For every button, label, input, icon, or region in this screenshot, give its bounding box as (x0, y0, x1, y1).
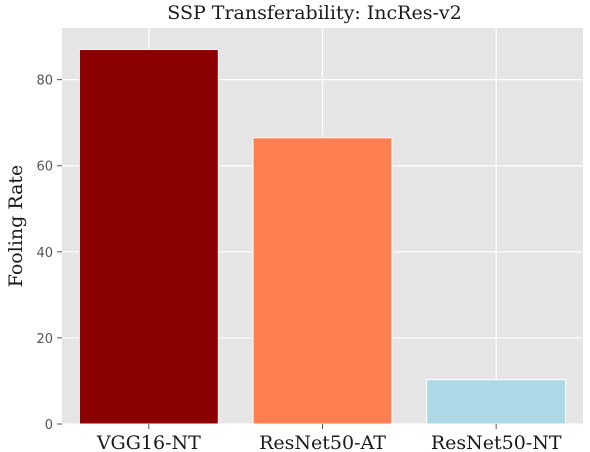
y-axis-ticks: 0 20 40 60 80 (36, 74, 62, 433)
bar-resnet50-nt (426, 379, 567, 425)
y-tick-label: 80 (36, 74, 53, 89)
y-axis-label: Fooling Rate (5, 165, 27, 288)
chart-title: SSP Transferability: IncRes-v2 (167, 2, 461, 24)
x-tick-label: ResNet50-NT (431, 432, 562, 452)
x-axis-ticks: VGG16-NT ResNet50-AT ResNet50-NT (96, 424, 562, 452)
y-tick-label: 20 (36, 332, 53, 347)
x-tick-label: VGG16-NT (96, 432, 201, 452)
y-tick-label: 60 (36, 160, 53, 175)
y-tick-label: 40 (36, 246, 53, 261)
bars (78, 49, 567, 425)
bar-resnet50-at (252, 137, 393, 425)
y-tick-label: 0 (45, 418, 53, 433)
bar-vgg16-nt (78, 49, 219, 425)
x-tick-label: ResNet50-AT (259, 432, 386, 452)
